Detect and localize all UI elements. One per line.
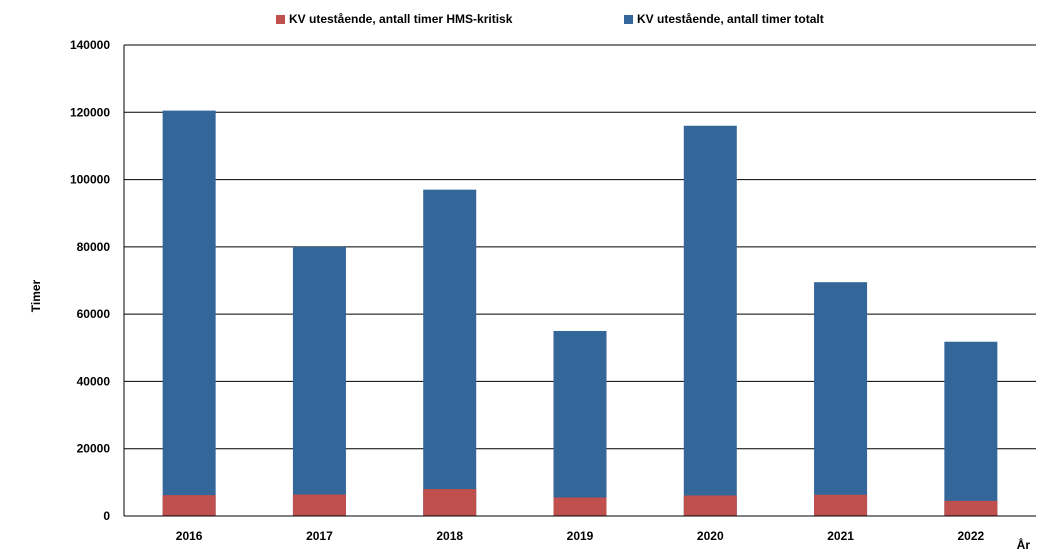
x-axis-label: År: [1017, 537, 1031, 552]
bar-total: [423, 189, 477, 516]
y-tick-label: 60000: [77, 307, 111, 321]
legend-item-totalt: KV utestående, antall timer totalt: [624, 12, 824, 26]
bar-total: [292, 246, 346, 516]
y-axis-label: Timer: [29, 279, 43, 312]
bar-hms-kritisk: [423, 489, 477, 516]
bars: [162, 110, 998, 516]
x-tick-label: 2022: [958, 529, 985, 543]
x-tick-label: 2020: [697, 529, 724, 543]
y-tick-label: 40000: [77, 374, 111, 388]
x-tick-label: 2018: [436, 529, 463, 543]
y-tick-label: 20000: [77, 442, 111, 456]
y-tick-labels: 0 20000 40000 60000 80000 100000 120000 140000: [70, 38, 110, 523]
legend-swatch-blue: [624, 14, 633, 24]
x-tick-label: 2019: [567, 529, 594, 543]
bar-hms-kritisk: [292, 494, 346, 516]
bar-hms-kritisk: [944, 500, 998, 516]
x-tick-label: 2017: [306, 529, 333, 543]
bar-total: [683, 125, 737, 516]
bar-hms-kritisk: [814, 494, 868, 516]
bar-hms-kritisk: [683, 495, 737, 516]
bar-total: [162, 110, 216, 516]
bar-total: [553, 330, 607, 516]
bar-hms-kritisk: [162, 495, 216, 516]
axes: [123, 45, 1036, 517]
y-tick-label: 0: [103, 509, 110, 523]
y-tick-label: 80000: [77, 240, 111, 254]
y-tick-label: 120000: [70, 105, 110, 119]
y-tick-label: 140000: [70, 38, 110, 52]
x-tick-label: 2021: [827, 529, 854, 543]
x-tick-labels: 2016 2017 2018 2019 2020 2021 2022: [176, 529, 985, 543]
bar-total: [944, 341, 998, 516]
legend-label-hms-kritisk: KV utestående, antall timer HMS-kritisk: [289, 12, 513, 26]
chart-legend: KV utestående, antall timer HMS-kritisk …: [0, 12, 1040, 34]
legend-item-hms-kritisk: KV utestående, antall timer HMS-kritisk: [276, 12, 512, 26]
legend-swatch-red: [276, 14, 285, 24]
legend-label-totalt: KV utestående, antall timer totalt: [637, 12, 824, 26]
bar-total: [814, 282, 868, 516]
x-tick-label: 2016: [176, 529, 203, 543]
y-tick-label: 100000: [70, 173, 110, 187]
bar-hms-kritisk: [553, 497, 607, 516]
